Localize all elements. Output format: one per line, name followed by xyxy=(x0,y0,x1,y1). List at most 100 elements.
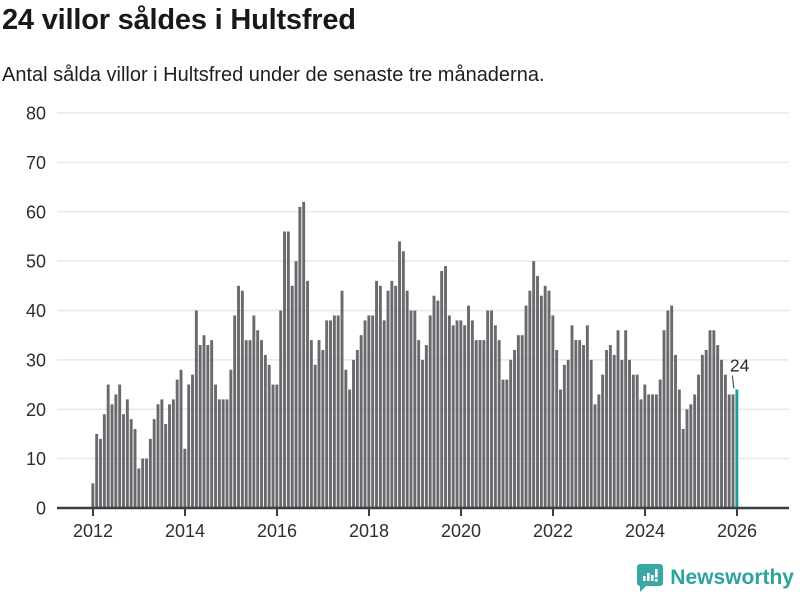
bar xyxy=(681,429,685,508)
bar xyxy=(114,394,118,508)
bar xyxy=(413,310,417,508)
bar xyxy=(647,394,651,508)
bar xyxy=(283,231,286,508)
y-tick-label: 40 xyxy=(26,301,46,321)
bar xyxy=(175,379,179,509)
bar xyxy=(271,384,275,508)
bar xyxy=(344,369,348,508)
bar xyxy=(528,290,532,508)
bar xyxy=(428,315,432,508)
bar xyxy=(141,458,145,509)
branding-name: Newsworthy xyxy=(670,566,794,589)
bar xyxy=(198,345,202,508)
bar xyxy=(382,320,386,509)
bar xyxy=(145,458,148,509)
bar xyxy=(91,483,95,508)
bar xyxy=(275,384,279,508)
bar xyxy=(152,419,156,509)
y-tick-label: 30 xyxy=(26,350,46,370)
bar xyxy=(371,315,375,508)
bar xyxy=(183,448,187,508)
bar xyxy=(409,310,413,508)
bar xyxy=(252,315,256,508)
bar xyxy=(486,310,490,508)
bar xyxy=(133,429,137,508)
bar xyxy=(401,251,405,508)
bar xyxy=(654,394,658,508)
bar xyxy=(612,354,616,508)
bar xyxy=(421,359,424,509)
bar xyxy=(306,280,309,509)
bar xyxy=(298,206,302,508)
bar xyxy=(490,310,493,508)
bar xyxy=(229,369,233,508)
bar xyxy=(118,384,122,508)
bar xyxy=(164,424,168,508)
bar xyxy=(95,433,99,508)
bar xyxy=(578,340,582,509)
bar xyxy=(482,340,486,509)
bar xyxy=(624,330,628,508)
bar xyxy=(106,384,110,508)
bar xyxy=(474,340,478,509)
bar xyxy=(436,300,440,509)
bar xyxy=(237,285,240,508)
bar xyxy=(524,305,528,508)
bar xyxy=(662,330,666,508)
bar xyxy=(444,266,447,508)
x-tick-label: 2026 xyxy=(717,521,757,541)
y-tick-label: 20 xyxy=(26,400,46,420)
bar xyxy=(509,359,513,509)
bar xyxy=(463,325,467,508)
bar xyxy=(497,340,501,509)
bar xyxy=(543,285,547,508)
x-tick-label: 2022 xyxy=(533,521,573,541)
bar xyxy=(478,340,482,509)
bar xyxy=(171,399,175,509)
x-tick-label: 2020 xyxy=(441,521,481,541)
bar xyxy=(398,241,401,509)
bar xyxy=(631,374,635,508)
bar xyxy=(716,345,720,508)
bar xyxy=(321,350,325,508)
bar xyxy=(329,320,332,509)
y-tick-label: 50 xyxy=(26,252,46,272)
bar xyxy=(302,201,306,509)
bar xyxy=(562,364,566,508)
x-tick-label: 2014 xyxy=(165,521,205,541)
bar xyxy=(547,290,551,508)
bar xyxy=(405,290,409,508)
highlighted-bar xyxy=(735,389,739,508)
bar xyxy=(244,340,248,509)
bar xyxy=(712,330,716,508)
bar xyxy=(513,350,516,508)
bar xyxy=(516,335,520,508)
bar xyxy=(99,438,102,509)
branding: Newsworthy xyxy=(637,564,794,592)
bar xyxy=(221,399,225,509)
bar xyxy=(206,345,210,508)
bar xyxy=(424,345,428,508)
bar xyxy=(723,374,727,508)
bar xyxy=(352,359,355,509)
annotation-leader-line xyxy=(731,375,735,389)
bar xyxy=(658,379,662,509)
bar xyxy=(555,350,559,508)
bar xyxy=(605,350,608,508)
bar xyxy=(689,404,693,508)
bar xyxy=(620,359,624,509)
x-tick-label: 2012 xyxy=(73,521,113,541)
bar xyxy=(589,359,593,509)
bar xyxy=(666,310,670,508)
bar xyxy=(670,305,674,508)
bar xyxy=(359,335,363,508)
bar xyxy=(363,320,367,509)
bar xyxy=(639,399,643,509)
bar xyxy=(336,315,340,508)
bar xyxy=(240,290,244,508)
bar xyxy=(570,325,574,508)
bar xyxy=(674,354,677,508)
bar-chart: 0 10 20 30 40 50 60 70 80 2012 2014 2016 2018 2020 202… xyxy=(26,104,789,541)
bar xyxy=(731,394,735,508)
bar xyxy=(129,419,133,509)
